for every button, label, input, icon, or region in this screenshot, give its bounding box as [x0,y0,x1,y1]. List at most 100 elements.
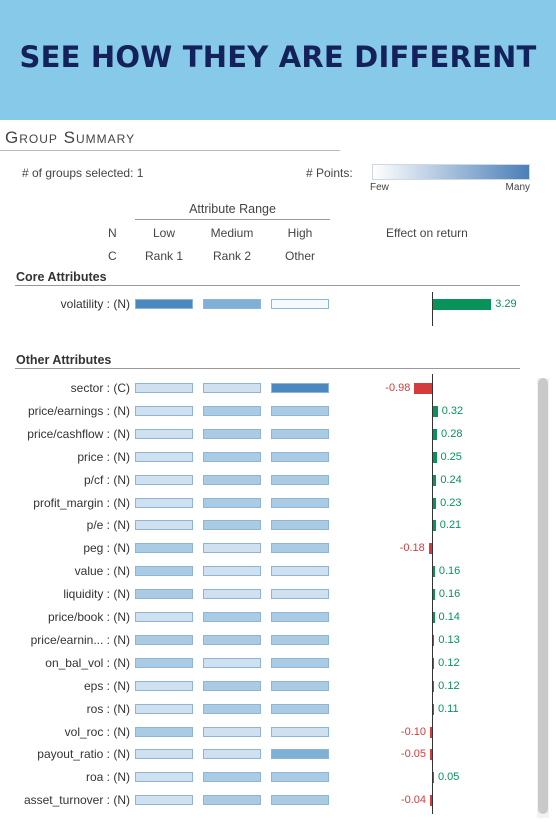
attribute-label: p/e : (N) [86,518,130,533]
range-high-cell[interactable] [271,680,329,691]
effect-on-return-heading: Effect on return [386,226,468,240]
effect-value: 0.21 [439,519,462,532]
range-high-cell[interactable] [271,703,329,714]
range-low-cell[interactable] [135,749,193,760]
categorical-row-marker: C [108,249,117,263]
attribute-label: price/cashflow : (N) [27,426,130,441]
range-low-cell[interactable] [135,543,193,554]
range-high-cell[interactable] [271,520,329,531]
range-low-cell[interactable] [135,405,193,416]
range-medium-cell[interactable] [203,703,261,714]
range-low-cell[interactable] [135,451,193,462]
range-high-cell[interactable] [271,634,329,645]
range-low-cell[interactable] [135,795,193,806]
range-medium-cell[interactable] [203,299,261,309]
effect-value: 0.24 [440,473,462,486]
range-high-cell[interactable] [271,543,329,554]
range-high-cell[interactable] [271,749,329,760]
range-high-cell[interactable] [271,795,329,806]
range-high-cell[interactable] [271,772,329,783]
range-low-cell[interactable] [135,299,193,309]
range-low-cell[interactable] [135,383,193,393]
scrollbar-thumb[interactable] [538,378,548,814]
range-medium-cell[interactable] [203,680,261,691]
range-medium-cell[interactable] [203,589,261,600]
attribute-label: vol_roc : (N) [64,724,130,739]
panel-title-divider [0,150,340,151]
points-legend-label: # Points: [306,166,353,180]
range-high-cell[interactable] [271,589,329,600]
positive-effect-bar [432,703,434,715]
positive-effect-bar [432,520,436,532]
other-attributes-divider [15,368,520,369]
effect-value: 0.12 [438,656,460,669]
range-low-cell[interactable] [135,474,193,485]
range-high-cell[interactable] [271,726,329,737]
effect-value: -0.05 [400,748,426,761]
positive-effect-bar [432,299,492,310]
range-low-cell[interactable] [135,428,193,439]
range-low-cell[interactable] [135,703,193,714]
range-low-cell[interactable] [135,772,193,783]
positive-effect-bar [432,474,437,486]
range-low-cell[interactable] [135,566,193,577]
positive-effect-bar [432,428,438,440]
effect-value: 0.32 [441,404,464,417]
range-medium-cell[interactable] [203,772,261,783]
range-high-cell[interactable] [271,474,329,485]
range-low-cell[interactable] [135,520,193,531]
range-medium-cell[interactable] [203,520,261,531]
range-medium-cell[interactable] [203,543,261,554]
range-medium-cell[interactable] [203,749,261,760]
range-high-cell[interactable] [271,566,329,577]
range-medium-cell[interactable] [203,428,261,439]
range-high-cell[interactable] [271,497,329,508]
effect-value: 0.23 [440,496,462,509]
positive-effect-bar [432,680,435,692]
effect-value: -0.10 [400,725,426,738]
positive-effect-bar [432,451,437,463]
rank-2-header: Rank 2 [212,249,252,263]
range-low-cell[interactable] [135,726,193,737]
range-low-cell[interactable] [135,680,193,691]
range-low-cell[interactable] [135,634,193,645]
rank-1-header: Rank 1 [144,249,184,263]
attribute-label: price : (N) [77,449,130,464]
range-medium-cell[interactable] [203,383,261,393]
attribute-label: price/book : (N) [47,610,130,624]
range-medium-cell[interactable] [203,497,261,508]
range-high-cell[interactable] [271,451,329,462]
effect-value: 0.12 [438,679,460,692]
range-high-cell[interactable] [271,405,329,416]
range-high-cell[interactable] [271,383,329,393]
positive-effect-bar [432,612,435,623]
range-medium-cell[interactable] [203,657,261,668]
other-header: Other [284,249,315,263]
range-low-cell[interactable] [135,589,193,600]
range-medium-cell[interactable] [203,474,261,485]
range-medium-cell[interactable] [203,634,261,645]
core-effect-axis [432,292,433,326]
range-medium-cell[interactable] [203,795,261,806]
range-high-cell[interactable] [271,657,329,668]
range-low-cell[interactable] [135,612,193,622]
attribute-label: on_bal_vol : (N) [45,655,130,670]
range-high-cell[interactable] [271,428,329,439]
numeric-row-marker: N [108,226,117,240]
range-high-cell[interactable] [271,612,329,622]
range-medium-cell[interactable] [203,612,261,622]
banner: SEE HOW THEY ARE DIFFERENT [0,0,556,120]
range-medium-cell[interactable] [203,405,261,416]
attribute-label: price/earnings : (N) [27,403,130,418]
range-low-cell[interactable] [135,657,193,668]
range-medium-cell[interactable] [203,566,261,577]
attribute-label: price/earnin... : (N) [30,632,130,647]
range-high-cell[interactable] [271,299,329,309]
range-low-cell[interactable] [135,497,193,508]
other-effect-axis [432,374,433,814]
range-medium-cell[interactable] [203,451,261,462]
effect-value: -0.18 [399,542,425,555]
effect-value: -0.04 [400,794,426,807]
attribute-range-heading: Attribute Range [189,202,276,216]
range-medium-cell[interactable] [203,726,261,737]
